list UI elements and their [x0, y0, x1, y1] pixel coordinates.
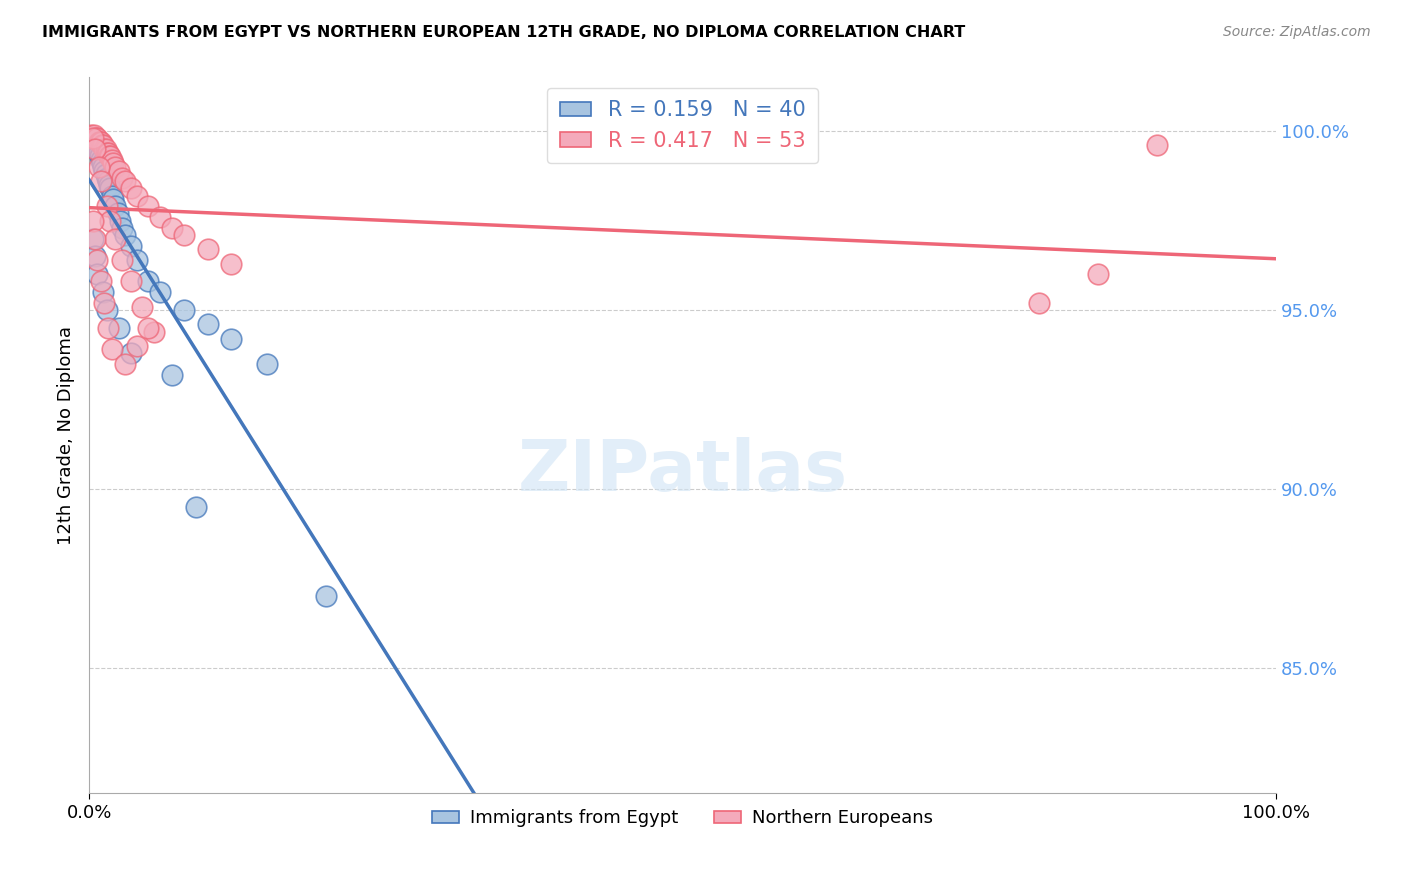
Y-axis label: 12th Grade, No Diploma: 12th Grade, No Diploma	[58, 326, 75, 545]
Point	[90, 135, 112, 149]
Point	[86, 252, 108, 267]
Point	[111, 252, 134, 267]
Point	[114, 227, 136, 242]
Point	[91, 160, 114, 174]
Point	[87, 160, 110, 174]
Point	[96, 199, 118, 213]
Point	[138, 321, 160, 335]
Point	[86, 131, 108, 145]
Point	[131, 300, 153, 314]
Point	[107, 206, 129, 220]
Point	[114, 174, 136, 188]
Point	[104, 231, 127, 245]
Point	[100, 149, 122, 163]
Legend: Immigrants from Egypt, Northern Europeans: Immigrants from Egypt, Northern European…	[425, 802, 941, 834]
Point	[91, 285, 114, 300]
Point	[82, 231, 104, 245]
Point	[184, 500, 207, 514]
Point	[93, 296, 115, 310]
Point	[96, 303, 118, 318]
Point	[96, 170, 118, 185]
Point	[101, 192, 124, 206]
Point	[114, 357, 136, 371]
Point	[98, 178, 121, 192]
Point	[98, 149, 121, 163]
Point	[197, 318, 219, 332]
Point	[111, 170, 134, 185]
Point	[96, 145, 118, 160]
Point	[90, 275, 112, 289]
Point	[104, 160, 127, 174]
Point	[97, 145, 120, 160]
Point	[101, 156, 124, 170]
Point	[91, 138, 114, 153]
Point	[120, 275, 142, 289]
Point	[1028, 296, 1050, 310]
Point	[97, 321, 120, 335]
Point	[138, 199, 160, 213]
Text: ZIPatlas: ZIPatlas	[517, 437, 848, 506]
Point	[93, 142, 115, 156]
Point	[149, 285, 172, 300]
Point	[86, 142, 108, 156]
Point	[315, 590, 337, 604]
Point	[97, 174, 120, 188]
Point	[87, 135, 110, 149]
Point	[93, 163, 115, 178]
Point	[107, 321, 129, 335]
Point	[86, 268, 108, 282]
Point	[143, 325, 166, 339]
Point	[100, 181, 122, 195]
Text: Source: ZipAtlas.com: Source: ZipAtlas.com	[1223, 25, 1371, 39]
Point	[90, 153, 112, 167]
Point	[90, 174, 112, 188]
Point	[100, 213, 122, 227]
Point	[82, 131, 104, 145]
Point	[120, 238, 142, 252]
Point	[94, 142, 117, 156]
Point	[107, 163, 129, 178]
Point	[87, 145, 110, 160]
Point	[82, 131, 104, 145]
Point	[197, 242, 219, 256]
Point	[221, 256, 243, 270]
Point	[80, 128, 103, 142]
Point	[84, 138, 107, 153]
Point	[91, 138, 114, 153]
Point	[120, 346, 142, 360]
Point	[160, 220, 183, 235]
Point	[149, 210, 172, 224]
Point	[100, 188, 122, 202]
Point	[89, 135, 111, 149]
Point	[173, 303, 195, 318]
Point	[84, 249, 107, 263]
Point	[125, 188, 148, 202]
Point	[173, 227, 195, 242]
Point	[84, 231, 107, 245]
Point	[160, 368, 183, 382]
Point	[104, 199, 127, 213]
Point	[94, 167, 117, 181]
Point	[108, 213, 131, 227]
Point	[84, 142, 107, 156]
Point	[1087, 268, 1109, 282]
Point	[256, 357, 278, 371]
Point	[100, 153, 122, 167]
Point	[82, 213, 104, 227]
Point	[221, 332, 243, 346]
Text: IMMIGRANTS FROM EGYPT VS NORTHERN EUROPEAN 12TH GRADE, NO DIPLOMA CORRELATION CH: IMMIGRANTS FROM EGYPT VS NORTHERN EUROPE…	[42, 25, 966, 40]
Point	[111, 220, 134, 235]
Point	[100, 343, 122, 357]
Point	[138, 275, 160, 289]
Point	[1146, 138, 1168, 153]
Point	[83, 128, 105, 142]
Point	[125, 252, 148, 267]
Point	[89, 149, 111, 163]
Point	[84, 131, 107, 145]
Point	[120, 181, 142, 195]
Point	[125, 339, 148, 353]
Point	[84, 135, 107, 149]
Point	[91, 156, 114, 170]
